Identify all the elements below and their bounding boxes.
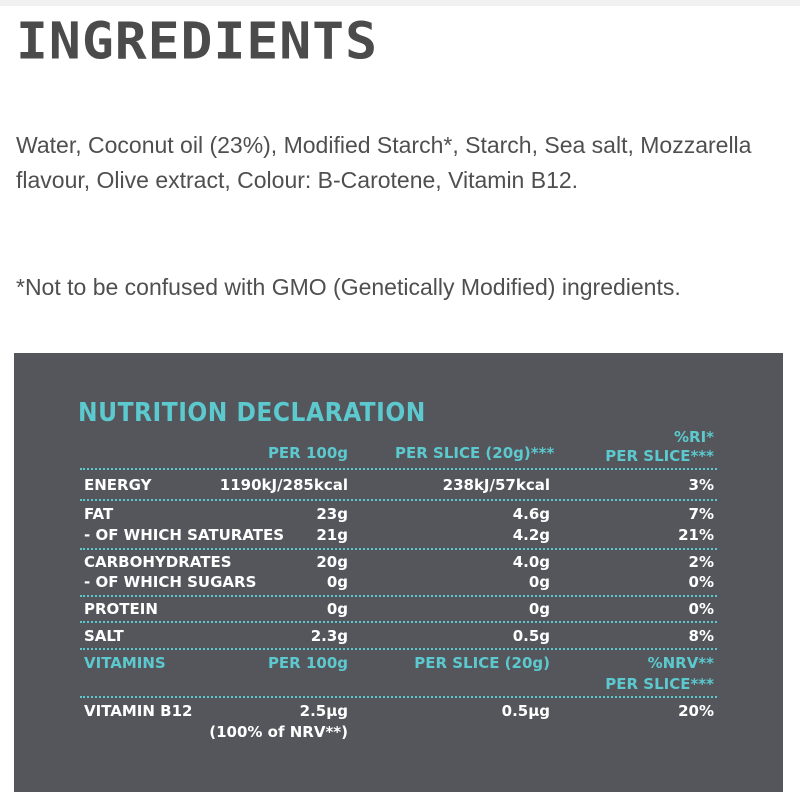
divider — [80, 621, 717, 623]
row-b12-nrv: 20% — [678, 702, 714, 720]
row-sugars-perslice: 0g — [528, 573, 550, 591]
row-sugars-ri: 0% — [688, 573, 714, 591]
vitamins-header-label: VITAMINS — [84, 654, 166, 672]
header-ri-line1: %RI* — [673, 428, 714, 446]
row-b12-perslice: 0.5µg — [501, 702, 550, 720]
row-fat-per100: 23g — [316, 505, 348, 523]
vitamins-header-nrv-line1: %NRV** — [647, 654, 714, 672]
row-energy-per100: 1190kJ/285kcal — [219, 476, 348, 494]
row-saturates-per100: 21g — [316, 526, 348, 544]
divider — [80, 595, 717, 597]
row-carbs-perslice: 4.0g — [512, 553, 550, 571]
ingredients-heading: INGREDIENTS — [16, 13, 378, 72]
row-protein-label: PROTEIN — [84, 600, 158, 618]
row-b12-label: VITAMIN B12 — [84, 702, 193, 720]
ingredients-text: Water, Coconut oil (23%), Modified Starc… — [16, 132, 752, 193]
gmo-footnote: *Not to be confused with GMO (Geneticall… — [16, 274, 681, 300]
row-saturates-ri: 21% — [678, 526, 714, 544]
row-energy-ri: 3% — [688, 476, 714, 494]
header-per100: PER 100g — [267, 444, 348, 462]
nutrition-panel: NUTRITION DECLARATION PER 100g PER SLICE… — [14, 353, 783, 792]
row-b12-per100: 2.5µg — [299, 702, 348, 720]
top-strip — [0, 0, 800, 6]
row-energy-label: ENERGY — [84, 476, 152, 494]
row-carbs-per100: 20g — [316, 553, 348, 571]
divider — [80, 648, 717, 650]
header-ri-line2: PER SLICE*** — [605, 447, 714, 465]
row-fat-perslice: 4.6g — [512, 505, 550, 523]
row-protein-ri: 0% — [688, 600, 714, 618]
header-perslice: PER SLICE (20g)*** — [395, 444, 555, 462]
vitamins-header-per100: PER 100g — [267, 654, 348, 672]
divider — [80, 548, 717, 550]
row-carbs-ri: 2% — [688, 553, 714, 571]
row-salt-perslice: 0.5g — [512, 627, 550, 645]
divider — [80, 499, 717, 501]
row-salt-label: SALT — [84, 627, 124, 645]
row-energy-perslice: 238kJ/57kcal — [442, 476, 550, 494]
divider — [80, 468, 717, 470]
row-sugars-per100: 0g — [326, 573, 348, 591]
row-sugars-label: - OF WHICH SUGARS — [84, 573, 257, 591]
row-protein-perslice: 0g — [528, 600, 550, 618]
row-protein-per100: 0g — [326, 600, 348, 618]
row-salt-ri: 8% — [688, 627, 714, 645]
divider — [80, 696, 717, 698]
row-salt-per100: 2.3g — [310, 627, 348, 645]
vitamins-header-nrv-line2: PER SLICE*** — [605, 675, 714, 693]
row-saturates-label: - OF WHICH SATURATES — [84, 526, 285, 544]
nutrition-title: NUTRITION DECLARATION — [78, 398, 426, 428]
row-fat-label: FAT — [84, 505, 114, 523]
row-fat-ri: 7% — [688, 505, 714, 523]
row-b12-per100-note: (100% of NRV**) — [209, 723, 348, 741]
row-saturates-perslice: 4.2g — [512, 526, 550, 544]
row-carbs-label: CARBOHYDRATES — [84, 553, 232, 571]
vitamins-header-perslice: PER SLICE (20g) — [414, 654, 550, 672]
